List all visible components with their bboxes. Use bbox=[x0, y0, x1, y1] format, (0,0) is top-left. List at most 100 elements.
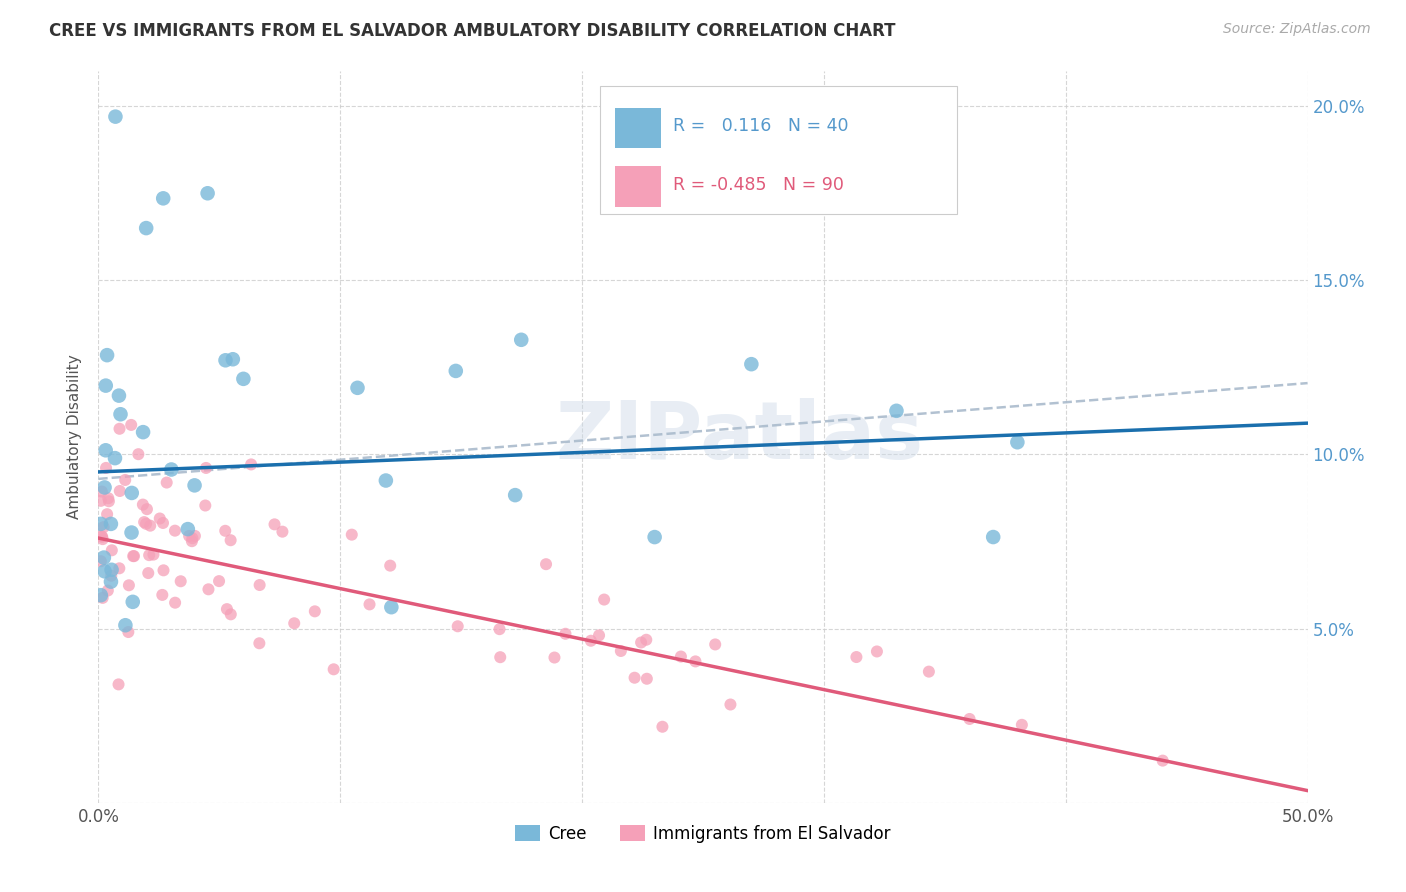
Point bbox=[346, 381, 368, 395]
Point bbox=[644, 530, 666, 544]
Point bbox=[152, 516, 174, 530]
Point bbox=[110, 407, 132, 421]
Point bbox=[107, 677, 129, 691]
Point bbox=[579, 633, 602, 648]
Point bbox=[132, 498, 155, 512]
Point bbox=[91, 591, 114, 605]
Point bbox=[108, 483, 131, 498]
Point bbox=[93, 520, 115, 534]
Point bbox=[194, 499, 217, 513]
Legend: Cree, Immigrants from El Salvador: Cree, Immigrants from El Salvador bbox=[509, 818, 897, 849]
Point bbox=[359, 598, 381, 612]
Point bbox=[651, 720, 673, 734]
Point bbox=[108, 422, 131, 436]
Point bbox=[97, 583, 120, 598]
Point bbox=[96, 348, 118, 362]
FancyBboxPatch shape bbox=[600, 86, 957, 214]
Point bbox=[704, 637, 727, 651]
Point bbox=[90, 554, 112, 568]
Point bbox=[503, 488, 526, 502]
Point bbox=[263, 517, 285, 532]
Point bbox=[100, 574, 122, 589]
Point bbox=[104, 110, 127, 124]
Point bbox=[918, 665, 941, 679]
Point bbox=[100, 568, 122, 582]
Point bbox=[183, 478, 205, 492]
Point bbox=[93, 480, 115, 494]
Point bbox=[100, 563, 122, 577]
Point bbox=[195, 461, 218, 475]
Point bbox=[96, 507, 118, 521]
Text: R = -0.485   N = 90: R = -0.485 N = 90 bbox=[672, 176, 844, 194]
Point bbox=[208, 574, 231, 588]
Point bbox=[121, 525, 143, 540]
Point bbox=[488, 622, 510, 636]
Point bbox=[90, 529, 112, 543]
Point bbox=[215, 602, 238, 616]
Point bbox=[152, 191, 174, 205]
Point bbox=[150, 588, 173, 602]
Point bbox=[94, 378, 117, 392]
Point bbox=[444, 364, 467, 378]
Point bbox=[142, 548, 165, 562]
Point bbox=[845, 650, 868, 665]
Point bbox=[720, 698, 742, 712]
Text: R =   0.116   N = 40: R = 0.116 N = 40 bbox=[672, 117, 848, 136]
Point bbox=[100, 516, 122, 531]
Text: Source: ZipAtlas.com: Source: ZipAtlas.com bbox=[1223, 22, 1371, 37]
FancyBboxPatch shape bbox=[614, 108, 661, 148]
Point bbox=[91, 530, 114, 544]
Point bbox=[380, 558, 402, 573]
Point bbox=[636, 632, 658, 647]
Point bbox=[97, 494, 120, 508]
Point bbox=[91, 532, 114, 546]
Point bbox=[669, 649, 692, 664]
Point bbox=[114, 473, 136, 487]
Point bbox=[160, 462, 183, 476]
Point bbox=[90, 588, 112, 602]
Point bbox=[214, 524, 236, 538]
Point bbox=[156, 475, 179, 490]
Point bbox=[543, 650, 565, 665]
Point bbox=[138, 548, 160, 562]
Point bbox=[219, 533, 242, 548]
Point bbox=[981, 530, 1004, 544]
Point bbox=[135, 221, 157, 235]
Point bbox=[94, 461, 117, 475]
Point bbox=[1152, 754, 1174, 768]
Point bbox=[740, 357, 762, 371]
Point bbox=[122, 549, 145, 563]
Point bbox=[222, 352, 245, 367]
Point bbox=[685, 654, 707, 668]
Point bbox=[636, 672, 658, 686]
Point bbox=[134, 515, 156, 529]
Point bbox=[104, 451, 127, 466]
Point bbox=[630, 635, 652, 649]
Point bbox=[118, 578, 141, 592]
Point bbox=[447, 619, 470, 633]
Point bbox=[610, 644, 633, 658]
Point bbox=[139, 518, 162, 533]
Point bbox=[149, 511, 172, 525]
Point bbox=[271, 524, 294, 539]
Point bbox=[1011, 718, 1033, 732]
Point bbox=[136, 502, 159, 516]
Point bbox=[121, 595, 143, 609]
Point bbox=[127, 447, 149, 461]
Point bbox=[219, 607, 242, 622]
Point bbox=[114, 618, 136, 632]
Point bbox=[122, 549, 145, 563]
Y-axis label: Ambulatory Disability: Ambulatory Disability bbox=[67, 355, 83, 519]
Point bbox=[240, 458, 263, 472]
Point bbox=[489, 650, 512, 665]
Point bbox=[93, 564, 115, 578]
Point bbox=[214, 353, 236, 368]
FancyBboxPatch shape bbox=[614, 167, 661, 207]
Point bbox=[322, 662, 344, 676]
Point bbox=[117, 625, 139, 640]
Point bbox=[588, 628, 610, 642]
Point bbox=[152, 563, 174, 577]
Point bbox=[247, 636, 270, 650]
Point bbox=[180, 534, 202, 549]
Point bbox=[380, 600, 402, 615]
